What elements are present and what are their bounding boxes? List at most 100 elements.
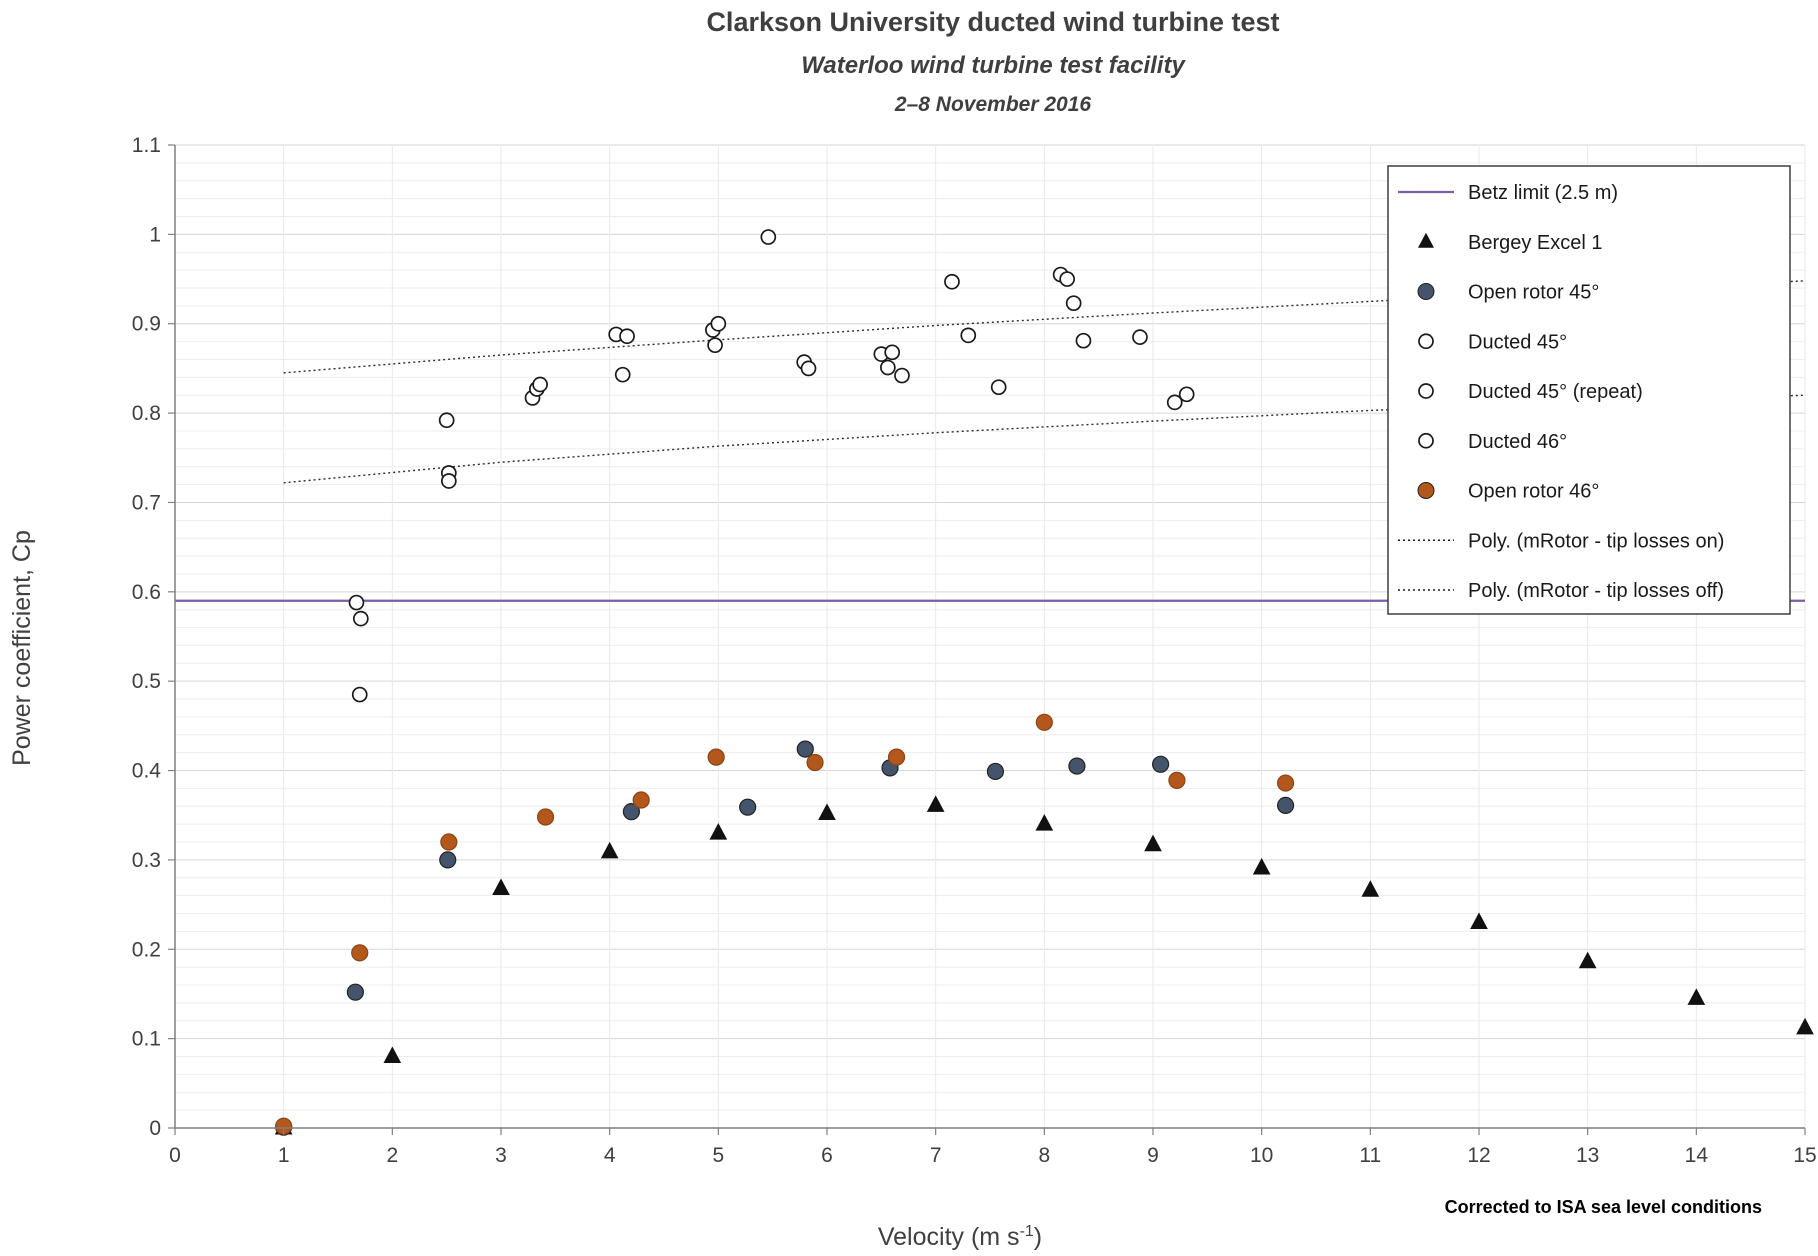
x-tick-label: 12 [1467, 1144, 1490, 1167]
legend-item: Betz limit (2.5 m) [1398, 182, 1618, 204]
chart-title: Clarkson University ducted wind turbine … [706, 7, 1279, 37]
data-point [439, 851, 457, 869]
data-point [351, 944, 369, 962]
data-point [440, 833, 458, 851]
data-point [1152, 755, 1170, 773]
x-tick-label: 15 [1793, 1144, 1816, 1167]
x-axis-title-close: ) [1034, 1223, 1042, 1251]
data-point [806, 753, 824, 772]
data-point [1059, 271, 1076, 287]
data-point [818, 803, 836, 820]
legend-item: Open rotor 46° [1417, 481, 1599, 503]
data-point [619, 328, 635, 345]
x-tick-label: 7 [930, 1144, 942, 1167]
legend-label: Bergey Excel 1 [1468, 232, 1603, 254]
legend-label: Poly. (mRotor - tip losses off) [1468, 580, 1724, 602]
data-point [1276, 796, 1295, 814]
data-point [1166, 394, 1183, 411]
data-point [1578, 951, 1597, 969]
data-point [351, 686, 368, 703]
y-tick-label: 0.5 [132, 670, 161, 693]
legend-item: Ducted 45° [1418, 331, 1567, 353]
x-tick-label: 9 [1147, 1144, 1159, 1167]
data-point [1168, 771, 1186, 789]
y-tick-label: 0.8 [132, 402, 161, 425]
data-point [709, 823, 728, 840]
data-point [760, 229, 777, 245]
data-point [1132, 329, 1148, 345]
data-point [707, 337, 723, 354]
data-point [1276, 774, 1295, 792]
x-tick-label: 2 [386, 1144, 398, 1167]
legend-label: Ducted 45° [1468, 331, 1567, 353]
y-tick-label: 0.1 [132, 1028, 161, 1051]
legend-label: Poly. (mRotor - tip losses on) [1468, 530, 1724, 552]
y-tick-label: 1.1 [132, 134, 161, 157]
data-point [622, 803, 641, 821]
data-point [1252, 857, 1271, 875]
data-point [1470, 912, 1488, 929]
legend-item: Poly. (mRotor - tip losses off) [1398, 580, 1724, 602]
y-tick-label: 0.3 [132, 849, 161, 872]
y-tick-label: 1 [149, 223, 161, 246]
data-point [632, 791, 650, 809]
y-tick-label: 0.4 [132, 760, 162, 783]
data-point [926, 795, 945, 812]
legend: Betz limit (2.5 m) Bergey Excel 1 Open rot… [1387, 165, 1791, 615]
legend-open-circle-swatch [1418, 333, 1434, 350]
data-point [614, 366, 631, 383]
y-tick-label: 0 [149, 1117, 161, 1140]
data-point [440, 473, 457, 489]
y-tick-label: 0.6 [132, 581, 161, 604]
data-point [1035, 713, 1053, 731]
data-point [348, 594, 365, 611]
data-point [438, 412, 455, 429]
series-ducted-46- [944, 266, 1195, 411]
data-point [710, 315, 727, 332]
data-point [887, 748, 906, 766]
data-point [1178, 386, 1195, 403]
data-point [960, 327, 977, 344]
x-tick-label: 11 [1359, 1144, 1381, 1167]
data-point [532, 376, 548, 393]
legend-item: Ducted 46° [1418, 431, 1567, 453]
x-tick-label: 8 [1038, 1144, 1050, 1167]
series-ducted-45- [348, 326, 635, 703]
legend-item: Open rotor 45° [1417, 282, 1599, 304]
legend-triangle-swatch [1418, 232, 1434, 248]
y-axis-title: Power coefficient, Cp [8, 530, 36, 766]
data-point [796, 740, 814, 758]
data-point [986, 762, 1005, 781]
legend-open-circle-swatch [1418, 432, 1434, 449]
chart-date-range: 2–8 November 2016 [894, 93, 1091, 116]
legend-label: Open rotor 46° [1468, 481, 1599, 503]
legend-label: Ducted 46° [1468, 431, 1567, 453]
legend-circle-swatch [1417, 482, 1435, 499]
data-point [1796, 1017, 1814, 1035]
data-point [600, 841, 619, 859]
x-tick-label: 5 [712, 1144, 724, 1167]
data-point [383, 1046, 402, 1064]
legend-item: Bergey Excel 1 [1418, 232, 1603, 254]
footnote: Corrected to ISA sea level conditions [1445, 1197, 1762, 1217]
legend-item: Ducted 45° (repeat) [1418, 381, 1643, 403]
y-tick-label: 0.7 [132, 491, 161, 514]
data-point [884, 344, 901, 361]
series-open-rotor-46- [275, 713, 1295, 1135]
data-point [1068, 757, 1086, 775]
data-point [894, 367, 910, 384]
y-tick-label: 0.2 [132, 938, 161, 961]
x-axis-title-superscript: -1 [1020, 1223, 1034, 1240]
legend-label: Ducted 45° (repeat) [1468, 381, 1643, 403]
x-axis-title: Velocity (m s-1) [878, 1223, 1042, 1251]
data-series [274, 229, 1814, 1136]
data-point [739, 798, 757, 816]
x-tick-label: 0 [169, 1144, 181, 1167]
data-point [880, 359, 896, 376]
x-tick-label: 6 [821, 1144, 833, 1167]
series-open-rotor-45- [275, 740, 1295, 1136]
data-point [1035, 814, 1054, 831]
x-axis-title-main: Velocity (m s [878, 1223, 1020, 1251]
